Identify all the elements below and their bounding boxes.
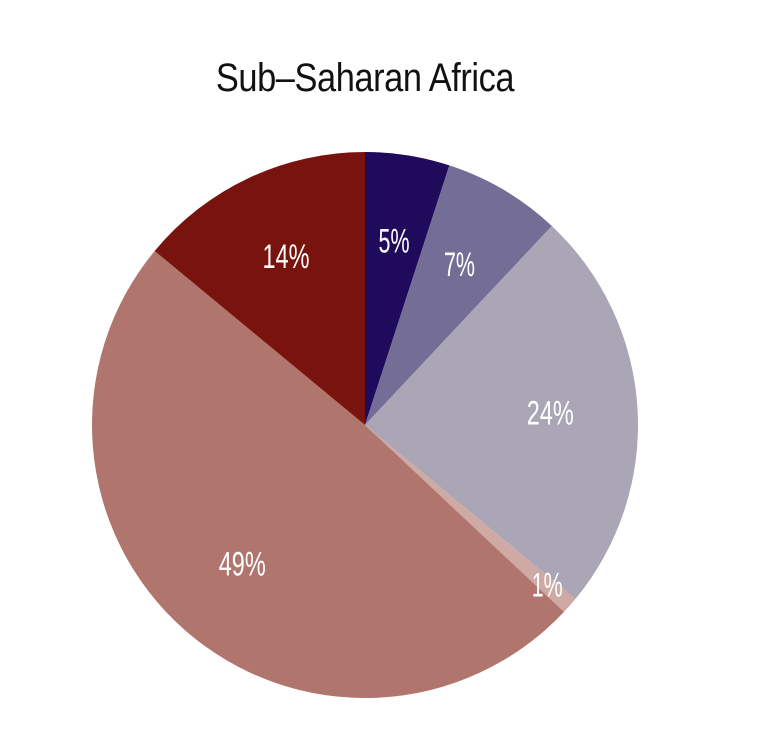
pie-label-4: 49% <box>219 545 266 583</box>
pie-slice-0 <box>365 152 450 425</box>
pie-label-2: 24% <box>527 394 574 432</box>
pie-label-0: 5% <box>379 223 410 261</box>
pie-label-5: 14% <box>262 238 309 276</box>
pie-slice-1 <box>365 165 552 425</box>
pie-slice-4 <box>91 250 565 699</box>
pie-slices <box>91 152 638 699</box>
pie-slice-5 <box>154 152 365 425</box>
chart-title: Sub–Saharan Africa <box>215 56 515 100</box>
pie-slice-2 <box>365 225 638 600</box>
pie-slice-3 <box>365 425 576 612</box>
pie-label-1: 7% <box>444 246 475 284</box>
pie-label-3: 1% <box>532 567 563 605</box>
pie-labels: 5% 7% 24% 1% 49% 14% <box>219 223 574 605</box>
